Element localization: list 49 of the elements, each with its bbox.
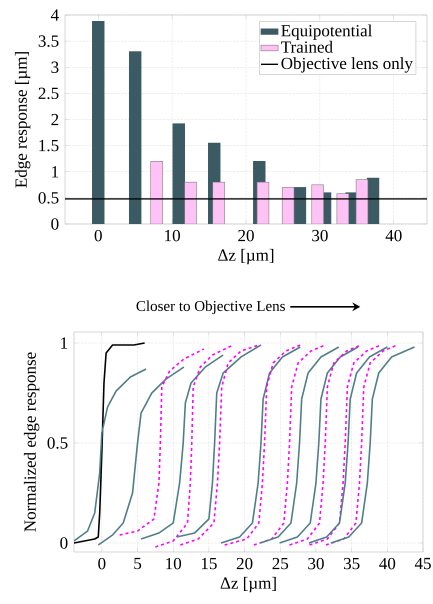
- bar: [212, 182, 225, 224]
- y-tick-label: 0: [60, 537, 68, 549]
- bar: [336, 193, 349, 224]
- x-axis-title: Δz [µm]: [220, 576, 276, 592]
- x-tick-label: 0: [98, 558, 106, 570]
- x-axis-title: Δz [µm]: [218, 248, 274, 264]
- legend-label: Objective lens only: [281, 57, 413, 73]
- x-tick-label: 20: [236, 558, 252, 570]
- x-tick-label: 5: [134, 558, 142, 570]
- y-tick-label: 0: [51, 218, 58, 230]
- x-tick-label: 10: [166, 558, 182, 570]
- legend-label: Trained: [281, 40, 333, 53]
- line-series: [140, 354, 224, 540]
- y-tick-label: 4: [50, 9, 59, 21]
- x-tick-label: 15: [202, 558, 217, 570]
- chart-title: Closer to Objective Lens: [136, 300, 285, 314]
- line-series: [278, 346, 359, 544]
- x-tick-label: 30: [308, 558, 324, 570]
- y-tick-label: 2.5: [38, 88, 58, 100]
- line-series: [154, 344, 234, 548]
- y-tick-label: 3.5: [38, 35, 58, 47]
- line-series: [97, 366, 185, 546]
- x-tick-label: 35: [344, 558, 360, 570]
- y-tick-label: 0.5: [38, 192, 58, 204]
- line-series: [259, 346, 340, 544]
- line-series: [118, 348, 205, 536]
- line-series: [288, 344, 362, 546]
- y-tick-label: 1.5: [39, 140, 58, 152]
- line-series: [253, 344, 326, 546]
- x-tick-label: 0: [94, 230, 102, 242]
- bar: [150, 160, 163, 224]
- y-axis-title: Normalized edge response: [24, 352, 40, 532]
- x-tick-label: 40: [379, 558, 396, 570]
- legend-label: Equipotential: [281, 24, 372, 40]
- x-tick-label: 25: [272, 558, 288, 570]
- x-tick-label: 20: [238, 230, 254, 242]
- y-axis-title: Edge response [µm]: [14, 52, 30, 188]
- x-tick-label: 45: [414, 558, 431, 570]
- x-tick-label: 40: [386, 230, 402, 242]
- x-tick-label: 30: [312, 230, 328, 242]
- line-series: [74, 368, 147, 542]
- line-series: [330, 346, 416, 544]
- y-tick-label: 1: [52, 166, 58, 178]
- y-tick-label: 0.5: [48, 437, 68, 449]
- y-tick-label: 2: [51, 114, 58, 126]
- y-tick-label: 1: [61, 337, 68, 349]
- x-tick-label: 10: [165, 230, 180, 242]
- y-tick-label: 3: [51, 62, 58, 73]
- line-series: [325, 344, 398, 546]
